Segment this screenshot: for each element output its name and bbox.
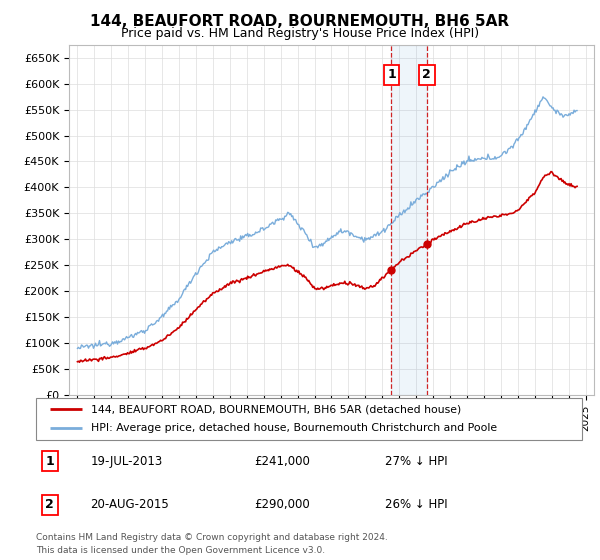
Text: 144, BEAUFORT ROAD, BOURNEMOUTH, BH6 5AR (detached house): 144, BEAUFORT ROAD, BOURNEMOUTH, BH6 5AR… bbox=[91, 404, 461, 414]
Text: 19-JUL-2013: 19-JUL-2013 bbox=[91, 455, 163, 468]
Text: 144, BEAUFORT ROAD, BOURNEMOUTH, BH6 5AR: 144, BEAUFORT ROAD, BOURNEMOUTH, BH6 5AR bbox=[91, 14, 509, 29]
Text: 27% ↓ HPI: 27% ↓ HPI bbox=[385, 455, 448, 468]
Text: 26% ↓ HPI: 26% ↓ HPI bbox=[385, 498, 448, 511]
Text: 1: 1 bbox=[387, 68, 396, 81]
Text: 20-AUG-2015: 20-AUG-2015 bbox=[91, 498, 169, 511]
Text: HPI: Average price, detached house, Bournemouth Christchurch and Poole: HPI: Average price, detached house, Bour… bbox=[91, 423, 497, 433]
Text: Price paid vs. HM Land Registry's House Price Index (HPI): Price paid vs. HM Land Registry's House … bbox=[121, 27, 479, 40]
Text: 2: 2 bbox=[45, 498, 54, 511]
Text: 1: 1 bbox=[45, 455, 54, 468]
Bar bbox=[391, 45, 427, 395]
Text: £241,000: £241,000 bbox=[254, 455, 310, 468]
Text: Contains HM Land Registry data © Crown copyright and database right 2024.
This d: Contains HM Land Registry data © Crown c… bbox=[36, 533, 388, 554]
Text: £290,000: £290,000 bbox=[254, 498, 310, 511]
Text: 2: 2 bbox=[422, 68, 431, 81]
FancyBboxPatch shape bbox=[36, 398, 582, 440]
